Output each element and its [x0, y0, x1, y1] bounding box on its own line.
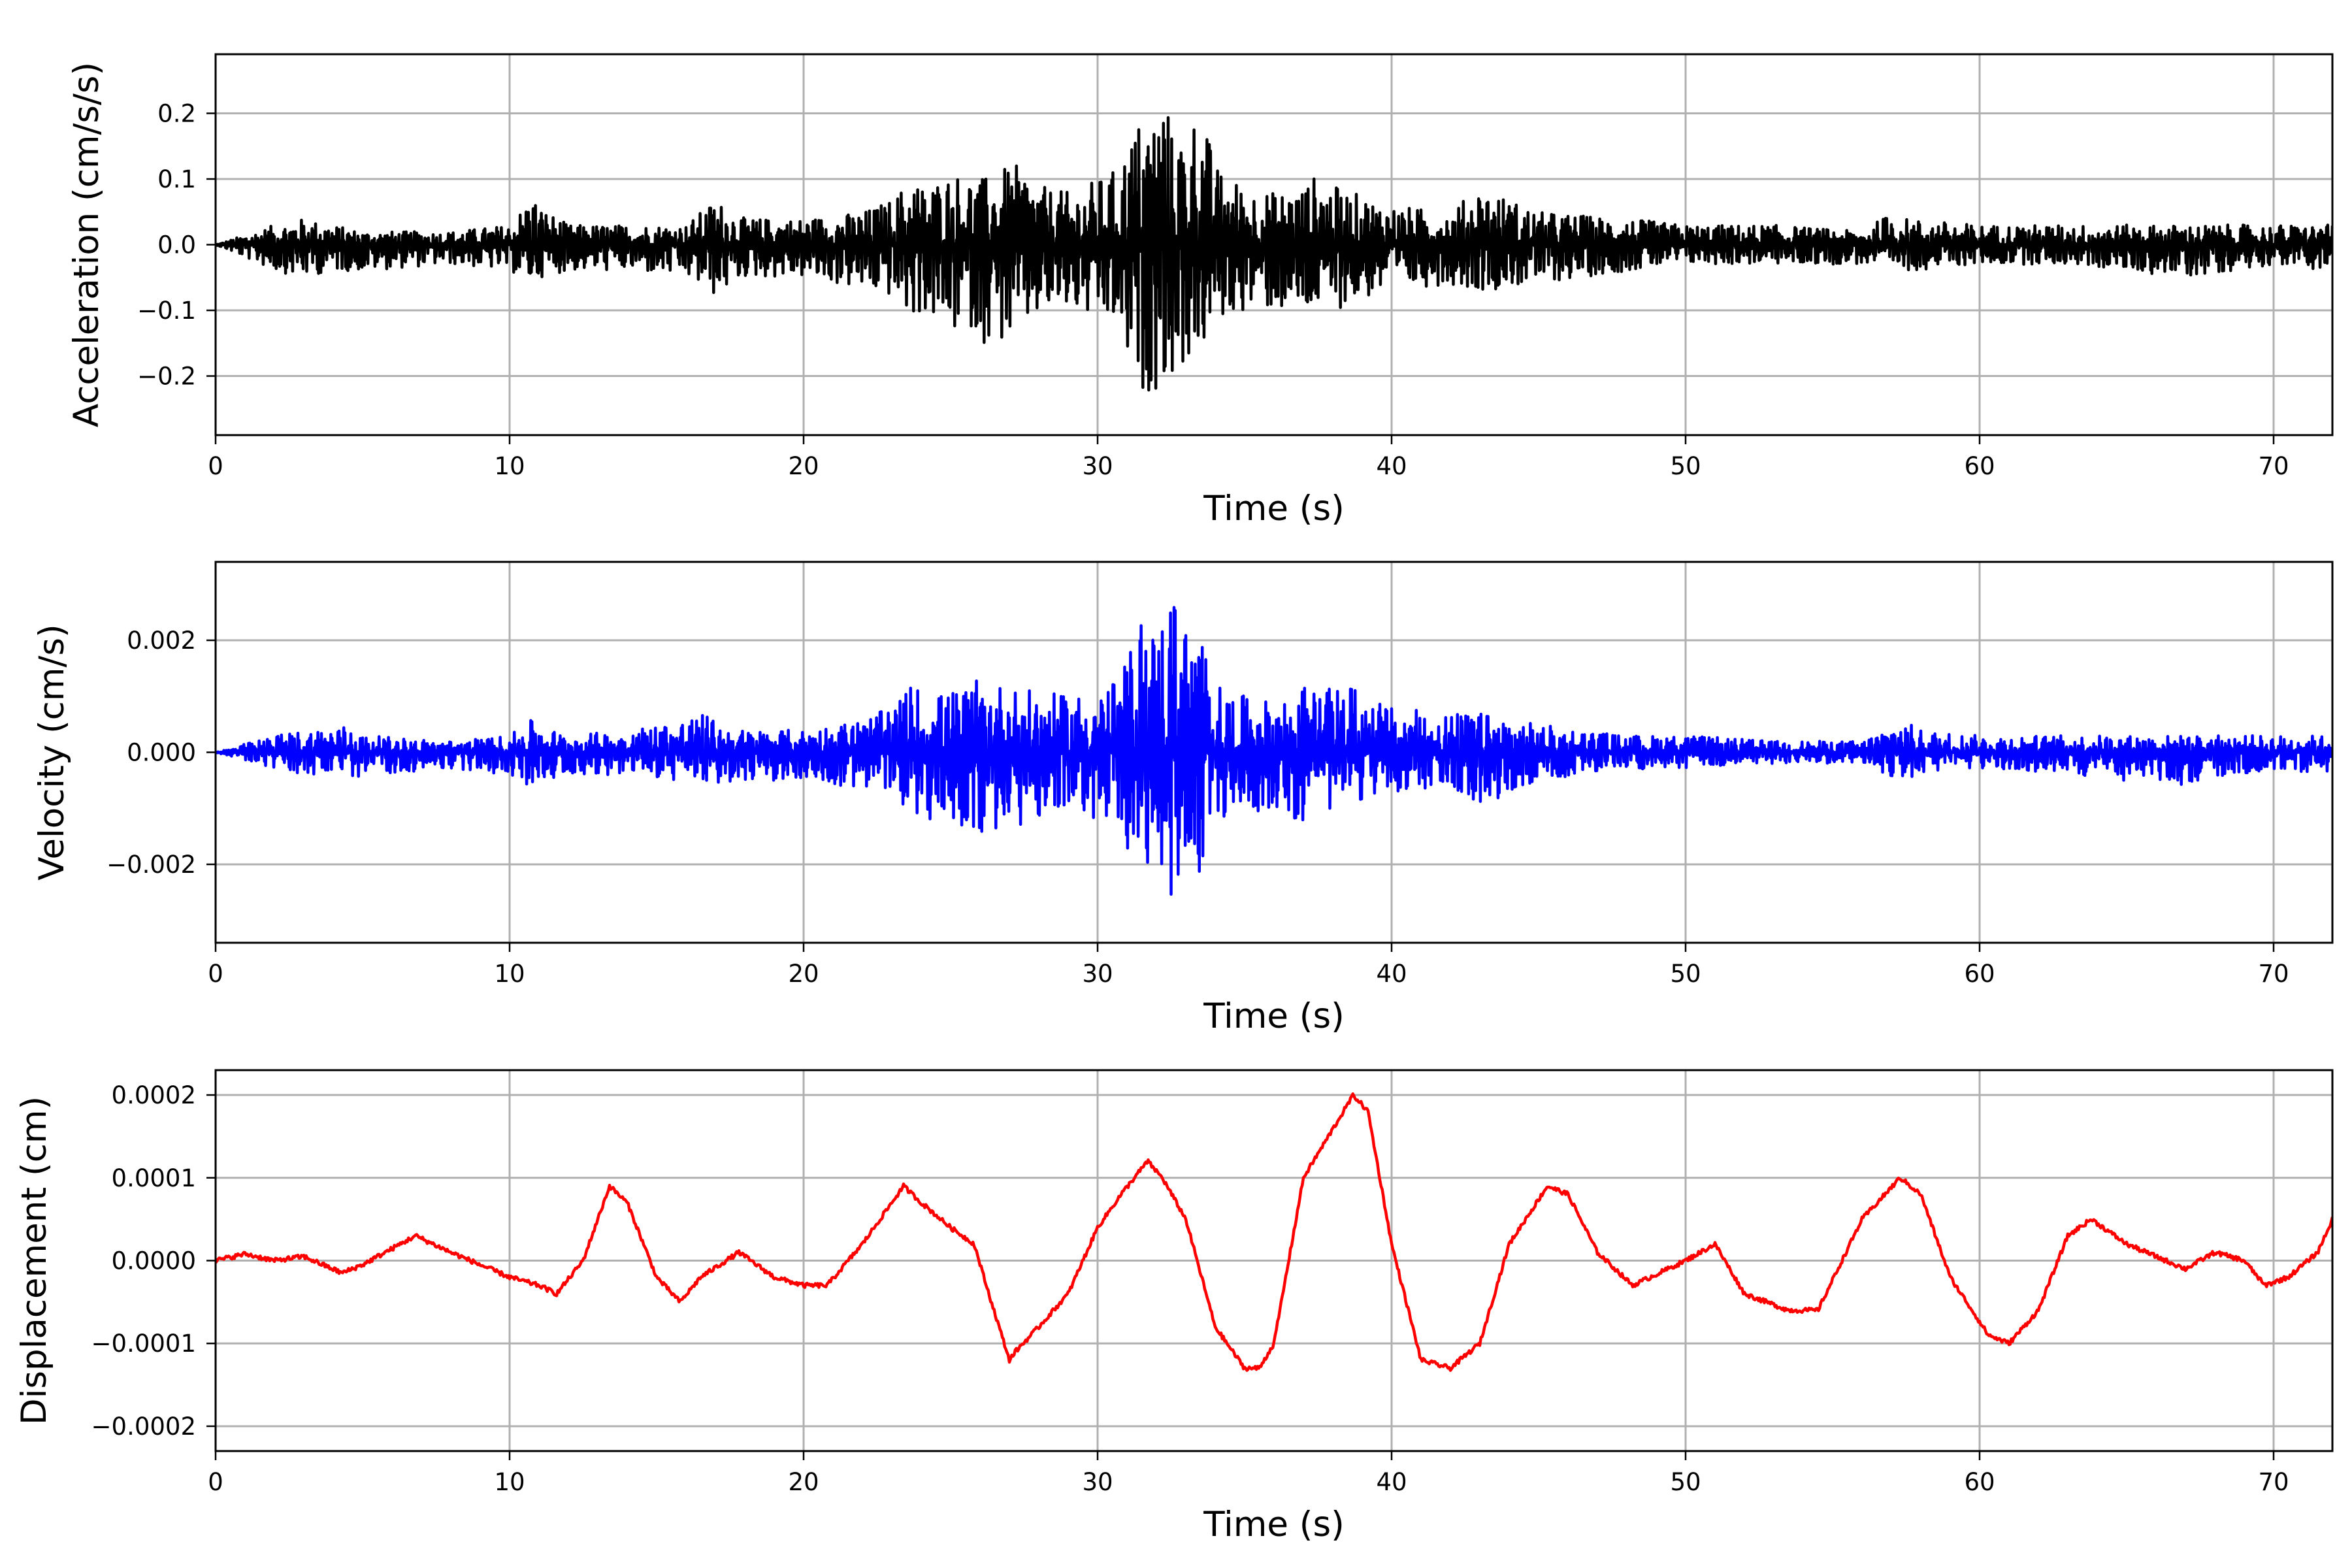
displacement-y-tick-label: 0.0002: [112, 1081, 196, 1109]
displacement-y-tick-label: 0.0000: [112, 1247, 196, 1275]
acceleration-x-tick-label: 70: [2258, 452, 2289, 480]
acceleration-x-tick-label: 60: [1964, 452, 1995, 480]
velocity-series-line: [216, 606, 2332, 896]
displacement-x-tick-label: 70: [2258, 1468, 2289, 1496]
velocity-x-tick-label: 0: [208, 960, 223, 988]
acceleration-y-tick-label: −0.1: [137, 297, 196, 325]
velocity-x-tick-label: 50: [1670, 960, 1701, 988]
displacement-panel: 0 10 20 30 40 50 60 70 −0.0002 −0.0001 0.0000 0.000…: [14, 1069, 2334, 1544]
acceleration-x-tick-label: 0: [208, 452, 223, 480]
velocity-x-tick-label: 20: [788, 960, 819, 988]
acceleration-x-tick-label: 40: [1376, 452, 1407, 480]
acceleration-x-tick-label: 10: [494, 452, 525, 480]
displacement-x-tick-label: 30: [1082, 1468, 1113, 1496]
acceleration-x-tick-label: 30: [1082, 452, 1113, 480]
velocity-x-tick-label: 10: [494, 960, 525, 988]
displacement-x-tick-label: 50: [1670, 1468, 1701, 1496]
velocity-x-tick-label: 60: [1964, 960, 1995, 988]
displacement-y-tick-label: −0.0001: [91, 1330, 196, 1358]
displacement-x-tick-label: 0: [208, 1468, 223, 1496]
acceleration-panel: 0 10 20 30 40 50 60 70 −0.2 −0.1 0.0 0.1 0.2 Time (s)…: [67, 53, 2334, 529]
velocity-x-tick-label: 40: [1376, 960, 1407, 988]
displacement-x-tick-label: 20: [788, 1468, 819, 1496]
displacement-y-tick-label: 0.0001: [112, 1164, 196, 1192]
displacement-x-axis-label: Time (s): [1203, 1505, 1345, 1544]
displacement-x-tick-label: 10: [494, 1468, 525, 1496]
acceleration-y-tick-label: −0.2: [137, 363, 196, 391]
velocity-y-tick-label: −0.002: [106, 851, 196, 879]
velocity-y-tick-label: 0.000: [127, 739, 196, 767]
acceleration-x-axis-label: Time (s): [1203, 489, 1345, 529]
displacement-series-line: [216, 1092, 2332, 1372]
velocity-panel: 0 10 20 30 40 50 60 70 −0.002 0.000 0.002 Time (s) V…: [32, 561, 2334, 1036]
acceleration-x-tick-label: 50: [1670, 452, 1701, 480]
displacement-x-tick-label: 40: [1376, 1468, 1407, 1496]
velocity-x-axis-label: Time (s): [1203, 996, 1345, 1036]
acceleration-y-tick-label: 0.2: [157, 99, 196, 127]
acceleration-series-line: [216, 116, 2332, 392]
velocity-x-tick-label: 30: [1082, 960, 1113, 988]
acceleration-y-tick-label: 0.1: [157, 165, 196, 193]
acceleration-y-axis-label: Acceleration (cm/s/s): [67, 62, 106, 427]
displacement-y-tick-label: −0.0002: [91, 1413, 196, 1441]
displacement-x-tick-label: 60: [1964, 1468, 1995, 1496]
acceleration-y-tick-label: 0.0: [157, 231, 196, 259]
velocity-y-tick-label: 0.002: [127, 627, 196, 655]
displacement-y-axis-label: Displacement (cm): [14, 1096, 54, 1425]
velocity-x-tick-label: 70: [2258, 960, 2289, 988]
acceleration-x-tick-label: 20: [788, 452, 819, 480]
velocity-y-axis-label: Velocity (cm/s): [32, 624, 72, 880]
